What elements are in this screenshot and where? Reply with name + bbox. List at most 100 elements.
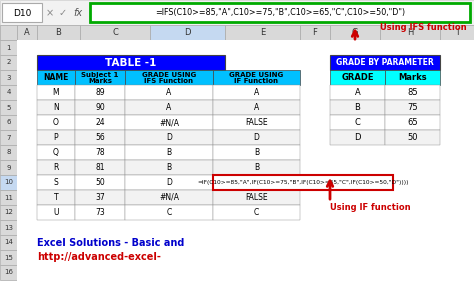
FancyBboxPatch shape <box>213 160 300 175</box>
FancyBboxPatch shape <box>0 265 17 280</box>
FancyBboxPatch shape <box>17 40 474 281</box>
FancyBboxPatch shape <box>37 55 225 70</box>
Text: A: A <box>24 28 30 37</box>
Text: 50: 50 <box>95 178 105 187</box>
Text: 7: 7 <box>6 135 11 140</box>
Text: G: G <box>352 28 358 37</box>
FancyBboxPatch shape <box>37 25 80 40</box>
FancyBboxPatch shape <box>37 190 75 205</box>
FancyBboxPatch shape <box>0 160 17 175</box>
Text: A: A <box>166 103 172 112</box>
FancyBboxPatch shape <box>37 160 75 175</box>
Text: D: D <box>166 178 172 187</box>
FancyBboxPatch shape <box>125 115 213 130</box>
FancyBboxPatch shape <box>0 220 17 235</box>
FancyBboxPatch shape <box>213 205 300 220</box>
Text: H: H <box>407 28 413 37</box>
FancyBboxPatch shape <box>75 160 125 175</box>
Text: 9: 9 <box>6 164 11 171</box>
Text: B: B <box>166 148 172 157</box>
FancyBboxPatch shape <box>2 3 42 22</box>
FancyBboxPatch shape <box>125 190 213 205</box>
FancyBboxPatch shape <box>37 85 75 100</box>
Text: 13: 13 <box>4 225 13 230</box>
Text: 1: 1 <box>6 44 11 51</box>
Text: Using IFS function: Using IFS function <box>380 23 466 32</box>
Text: M: M <box>53 88 59 97</box>
FancyBboxPatch shape <box>385 100 440 115</box>
FancyBboxPatch shape <box>0 85 17 100</box>
Text: =IFS(C10>=85,"A",C10>=75,"B",C10>=65,"C",C10>=50,"D"): =IFS(C10>=85,"A",C10>=75,"B",C10>=65,"C"… <box>155 8 405 17</box>
FancyBboxPatch shape <box>125 100 213 115</box>
FancyBboxPatch shape <box>213 85 300 100</box>
Text: GRADE BY PARAMETER: GRADE BY PARAMETER <box>336 58 434 67</box>
FancyBboxPatch shape <box>213 100 300 115</box>
FancyBboxPatch shape <box>0 115 17 130</box>
Text: P: P <box>54 133 58 142</box>
FancyBboxPatch shape <box>385 115 440 130</box>
Text: 56: 56 <box>95 133 105 142</box>
FancyBboxPatch shape <box>0 25 17 40</box>
FancyBboxPatch shape <box>213 175 393 190</box>
FancyBboxPatch shape <box>213 70 300 85</box>
Text: GRADE USING: GRADE USING <box>229 72 283 78</box>
FancyBboxPatch shape <box>330 85 385 100</box>
FancyBboxPatch shape <box>37 175 75 190</box>
Text: 11: 11 <box>4 194 13 201</box>
Text: C: C <box>355 118 360 127</box>
Text: B: B <box>55 28 62 37</box>
Text: O: O <box>53 118 59 127</box>
Text: A: A <box>166 88 172 97</box>
Text: FALSE: FALSE <box>245 118 268 127</box>
FancyBboxPatch shape <box>225 25 300 40</box>
Text: C: C <box>166 208 172 217</box>
Text: 12: 12 <box>4 210 13 216</box>
Text: Marks: Marks <box>398 73 427 82</box>
FancyBboxPatch shape <box>213 130 300 145</box>
FancyBboxPatch shape <box>385 130 440 145</box>
Text: 75: 75 <box>407 103 418 112</box>
FancyBboxPatch shape <box>75 130 125 145</box>
Text: 6: 6 <box>6 119 11 126</box>
FancyBboxPatch shape <box>0 70 17 85</box>
Text: 5: 5 <box>6 105 11 110</box>
FancyBboxPatch shape <box>0 205 17 220</box>
FancyBboxPatch shape <box>330 100 385 115</box>
Text: Q: Q <box>53 148 59 157</box>
Text: C: C <box>254 208 259 217</box>
FancyBboxPatch shape <box>75 70 125 85</box>
FancyBboxPatch shape <box>90 3 470 22</box>
FancyBboxPatch shape <box>0 175 17 190</box>
FancyBboxPatch shape <box>0 250 17 265</box>
FancyBboxPatch shape <box>37 130 75 145</box>
Text: 37: 37 <box>95 193 105 202</box>
FancyBboxPatch shape <box>330 130 385 145</box>
FancyBboxPatch shape <box>330 55 440 70</box>
FancyBboxPatch shape <box>75 145 125 160</box>
FancyBboxPatch shape <box>37 145 75 160</box>
FancyBboxPatch shape <box>0 100 17 115</box>
Text: 4: 4 <box>6 90 11 96</box>
Text: ×: × <box>46 8 54 18</box>
Text: 16: 16 <box>4 269 13 275</box>
Text: 81: 81 <box>95 163 105 172</box>
Text: 85: 85 <box>407 88 418 97</box>
Text: NAME: NAME <box>43 73 69 82</box>
Text: R: R <box>53 163 59 172</box>
Text: 8: 8 <box>6 149 11 155</box>
Text: 15: 15 <box>4 255 13 260</box>
FancyBboxPatch shape <box>125 130 213 145</box>
Text: F: F <box>312 28 318 37</box>
FancyBboxPatch shape <box>0 190 17 205</box>
FancyBboxPatch shape <box>125 160 213 175</box>
Text: FALSE: FALSE <box>245 193 268 202</box>
FancyBboxPatch shape <box>80 25 150 40</box>
Text: D: D <box>354 133 361 142</box>
Text: C: C <box>112 28 118 37</box>
FancyBboxPatch shape <box>330 70 385 85</box>
Text: 78: 78 <box>95 148 105 157</box>
FancyBboxPatch shape <box>0 25 474 40</box>
Text: A: A <box>355 88 360 97</box>
FancyBboxPatch shape <box>213 190 300 205</box>
FancyBboxPatch shape <box>75 175 125 190</box>
